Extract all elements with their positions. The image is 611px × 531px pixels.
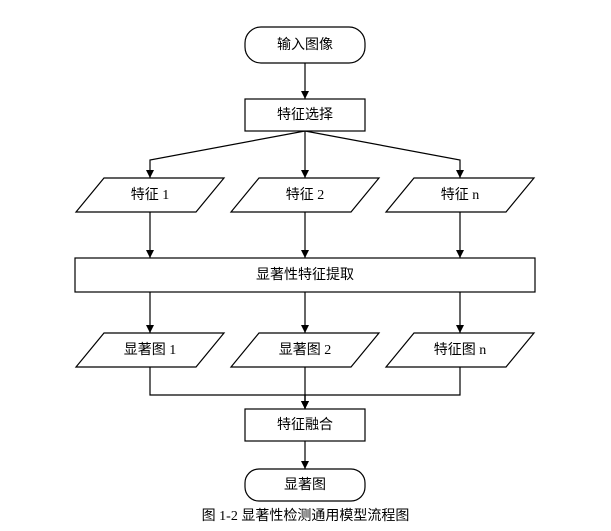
node-feat1: 特征 1 [76,178,224,212]
node-fuse: 特征融合 [245,409,365,441]
node-featn: 特征 n [386,178,534,212]
flow-edge [305,367,460,409]
node-label: 显著图 1 [124,342,177,358]
node-output: 显著图 [245,469,365,501]
node-input: 输入图像 [245,27,365,63]
node-label: 特征 1 [131,187,170,203]
node-sal2: 显著图 2 [231,333,379,367]
node-label: 显著性特征提取 [256,267,354,283]
figure-caption: 图 1-2 显著性检测通用模型流程图 [202,508,410,524]
node-label: 特征 n [441,187,480,203]
node-saln: 特征图 n [386,333,534,367]
node-label: 输入图像 [277,37,333,53]
flowchart-diagram: 输入图像特征选择特征 1 特征 2 特征 n 显著性特征提取显著图 1 显著图 2 特征图… [0,0,611,531]
node-extract: 显著性特征提取 [75,258,535,292]
node-label: 特征图 n [434,342,487,358]
node-label: 特征 2 [286,187,325,203]
node-sal1: 显著图 1 [76,333,224,367]
node-select: 特征选择 [245,99,365,131]
flow-edge [150,367,305,409]
flow-edge [150,131,305,178]
flow-edge [305,131,460,178]
node-label: 显著图 2 [279,342,332,358]
node-label: 显著图 [284,477,326,493]
node-label: 特征选择 [277,107,333,123]
node-feat2: 特征 2 [231,178,379,212]
node-label: 特征融合 [277,417,333,433]
